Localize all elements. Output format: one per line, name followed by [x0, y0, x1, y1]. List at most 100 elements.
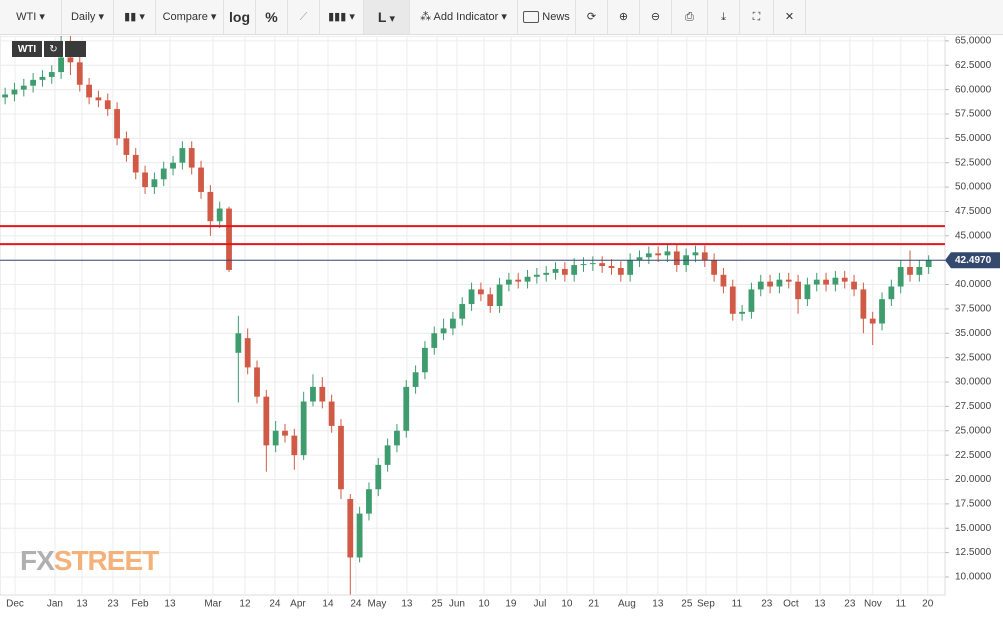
candle-body: [617, 267, 624, 275]
x-tick-label: 20: [922, 599, 934, 610]
candle-body: [776, 279, 783, 287]
candle-body: [916, 267, 923, 275]
style-button[interactable]: L ▾: [364, 0, 410, 34]
y-tick-label: 30.0000: [955, 377, 992, 388]
candle-body: [300, 401, 307, 456]
candle-body: [907, 267, 913, 275]
candle-body: [599, 263, 606, 267]
compare-button[interactable]: Compare ▾: [156, 0, 224, 34]
percent-button[interactable]: %: [256, 0, 288, 34]
candle-body: [468, 289, 475, 305]
zoom-in-button[interactable]: ⊕: [608, 0, 640, 34]
mute-button[interactable]: ✕: [774, 0, 806, 34]
candle-body: [832, 277, 839, 285]
y-tick-label: 22.5000: [955, 450, 992, 461]
candle-body: [897, 267, 904, 287]
candle-body: [170, 162, 176, 169]
candle-body: [440, 328, 447, 334]
candle-body: [319, 386, 326, 402]
y-tick-label: 35.0000: [955, 328, 992, 339]
reload-icon: ↻: [49, 44, 57, 55]
candle-body: [272, 430, 279, 446]
candle-body: [543, 272, 550, 275]
x-tick-label: 23: [844, 599, 856, 610]
candle-body: [505, 279, 512, 285]
x-tick-label: 10: [561, 599, 573, 610]
y-tick-label: 50.0000: [955, 182, 992, 193]
x-tick-label: Jun: [449, 599, 465, 610]
x-tick-label: Dec: [6, 599, 24, 610]
chart-type-button[interactable]: ▮▮ ▾: [114, 0, 156, 34]
candle-body: [888, 286, 895, 300]
x-tick-label: 13: [164, 599, 176, 610]
volume-button[interactable]: ▮▮▮ ▾: [320, 0, 364, 34]
candle-body: [655, 253, 662, 256]
candle-body: [561, 268, 568, 275]
settings-badge[interactable]: [65, 41, 86, 57]
candle-body: [767, 281, 773, 287]
candle-body: [48, 72, 55, 77]
candle-body: [729, 286, 736, 314]
zoom-out-button[interactable]: ⊖: [640, 0, 672, 34]
x-tick-label: 24: [269, 599, 281, 610]
x-tick-label: 13: [652, 599, 664, 610]
x-tick-label: 13: [814, 599, 826, 610]
fullscreen-button[interactable]: ⛶: [740, 0, 774, 34]
candle-body: [384, 445, 391, 465]
candle-body: [580, 264, 587, 266]
candle-body: [338, 425, 344, 490]
candle-body: [450, 318, 456, 329]
log-button[interactable]: log: [224, 0, 256, 34]
y-tick-label: 52.5000: [955, 157, 992, 168]
candle-body: [95, 97, 102, 101]
candle-body: [487, 294, 494, 306]
toolbar: WTI ▾ Daily ▾ ▮▮ ▾ Compare ▾ log % ⟋ ▮▮▮…: [0, 0, 1003, 35]
last-price-box: [945, 252, 1000, 269]
symbol-button[interactable]: WTI ▾: [0, 0, 62, 34]
x-tick-label: May: [368, 599, 387, 610]
x-tick-label: 11: [896, 599, 907, 610]
candle-body: [226, 208, 232, 270]
draw-button[interactable]: ⟋: [288, 0, 320, 34]
candle-body: [347, 498, 354, 558]
x-tick-label: Oct: [783, 599, 799, 610]
candle-body: [11, 89, 18, 95]
candle-body: [263, 396, 270, 446]
print-button[interactable]: ⎙: [672, 0, 708, 34]
candle-body: [804, 284, 811, 300]
y-tick-label: 20.0000: [955, 474, 992, 485]
y-tick-label: 65.0000: [955, 36, 992, 47]
reload-badge[interactable]: [44, 41, 63, 57]
candle-body: [291, 435, 298, 456]
candle-body: [841, 277, 848, 282]
candle-body: [860, 289, 867, 319]
candle-body: [869, 318, 876, 324]
x-tick-label: Nov: [864, 599, 882, 610]
candle-body: [20, 85, 27, 90]
candle-body: [254, 367, 260, 397]
candle-body: [356, 513, 363, 558]
indicator-button[interactable]: ⁂ Add Indicator ▾: [410, 0, 518, 34]
y-tick-label: 17.5000: [955, 499, 992, 510]
candle-body: [123, 138, 130, 155]
candle-body: [823, 279, 829, 285]
refresh-button[interactable]: ⟳: [576, 0, 608, 34]
x-tick-label: 21: [588, 599, 600, 610]
interval-button[interactable]: Daily ▾: [62, 0, 114, 34]
y-tick-label: 15.0000: [955, 523, 992, 534]
candle-body: [739, 311, 745, 314]
download-button[interactable]: ⤓: [708, 0, 740, 34]
candle-body: [179, 148, 186, 163]
candle-body: [879, 299, 885, 324]
x-tick-label: 14: [322, 599, 334, 610]
candle-body: [664, 251, 671, 256]
candle-body: [151, 179, 158, 188]
news-button[interactable]: News: [518, 0, 576, 34]
y-tick-label: 45.0000: [955, 230, 992, 241]
log: log: [229, 9, 250, 25]
y-tick-label: 32.5000: [955, 352, 992, 363]
x-tick-label: Jan: [47, 599, 63, 610]
x-tick-label: 13: [401, 599, 413, 610]
chart: WTI ↻ FXSTREET 10.0000 12.5000 15.0000 17.5…: [0, 36, 1000, 610]
x-tick-label: 11: [732, 599, 743, 610]
